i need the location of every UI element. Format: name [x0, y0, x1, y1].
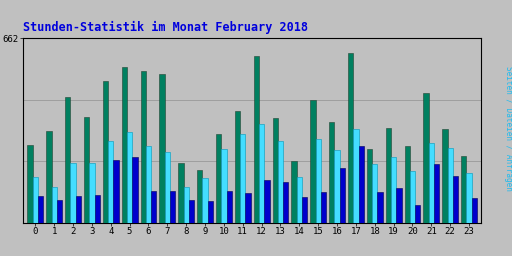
Bar	[348, 53, 353, 223]
Bar	[296, 177, 302, 223]
Bar	[415, 205, 420, 223]
Bar	[339, 168, 345, 223]
Bar	[84, 117, 89, 223]
Bar	[386, 128, 391, 223]
Bar	[70, 163, 76, 223]
Bar	[461, 156, 466, 223]
Bar	[372, 164, 377, 223]
Bar	[377, 192, 382, 223]
Bar	[226, 191, 232, 223]
Bar	[108, 141, 113, 223]
Bar	[208, 201, 213, 223]
Bar	[253, 56, 259, 223]
Bar	[259, 124, 264, 223]
Bar	[264, 179, 269, 223]
Bar	[27, 145, 33, 223]
Bar	[442, 130, 447, 223]
Bar	[245, 194, 251, 223]
Bar	[76, 196, 81, 223]
Bar	[38, 196, 43, 223]
Bar	[410, 171, 415, 223]
Bar	[122, 67, 127, 223]
Bar	[127, 132, 132, 223]
Bar	[466, 173, 472, 223]
Bar	[434, 164, 439, 223]
Bar	[404, 146, 410, 223]
Bar	[367, 149, 372, 223]
Bar	[197, 170, 202, 223]
Bar	[391, 157, 396, 223]
Bar	[140, 71, 146, 223]
Bar	[183, 187, 189, 223]
Bar	[151, 191, 156, 223]
Bar	[178, 163, 183, 223]
Bar	[396, 188, 401, 223]
Bar	[165, 152, 170, 223]
Bar	[358, 146, 364, 223]
Bar	[310, 100, 315, 223]
Bar	[132, 157, 138, 223]
Bar	[95, 195, 100, 223]
Bar	[453, 176, 458, 223]
Bar	[216, 134, 221, 223]
Bar	[353, 130, 358, 223]
Bar	[170, 191, 175, 223]
Bar	[103, 81, 108, 223]
Bar	[278, 141, 283, 223]
Bar	[89, 163, 95, 223]
Bar	[472, 198, 477, 223]
Bar	[146, 146, 151, 223]
Bar	[315, 139, 321, 223]
Bar	[189, 200, 194, 223]
Bar	[57, 200, 62, 223]
Bar	[272, 118, 278, 223]
Bar	[235, 111, 240, 223]
Bar	[52, 187, 57, 223]
Bar	[65, 98, 70, 223]
Bar	[302, 197, 307, 223]
Bar	[329, 122, 334, 223]
Bar	[159, 74, 165, 223]
Bar	[240, 134, 245, 223]
Bar	[221, 149, 226, 223]
Bar	[423, 93, 429, 223]
Bar	[429, 143, 434, 223]
Text: Stunden-Statistik im Monat February 2018: Stunden-Statistik im Monat February 2018	[23, 20, 308, 34]
Bar	[46, 131, 52, 223]
Bar	[447, 147, 453, 223]
Bar	[283, 182, 288, 223]
Bar	[334, 150, 339, 223]
Bar	[321, 191, 326, 223]
Bar	[202, 178, 208, 223]
Bar	[113, 160, 119, 223]
Bar	[33, 177, 38, 223]
Text: Seiten / Dateien / Anfragen: Seiten / Dateien / Anfragen	[504, 66, 512, 190]
Bar	[291, 162, 296, 223]
